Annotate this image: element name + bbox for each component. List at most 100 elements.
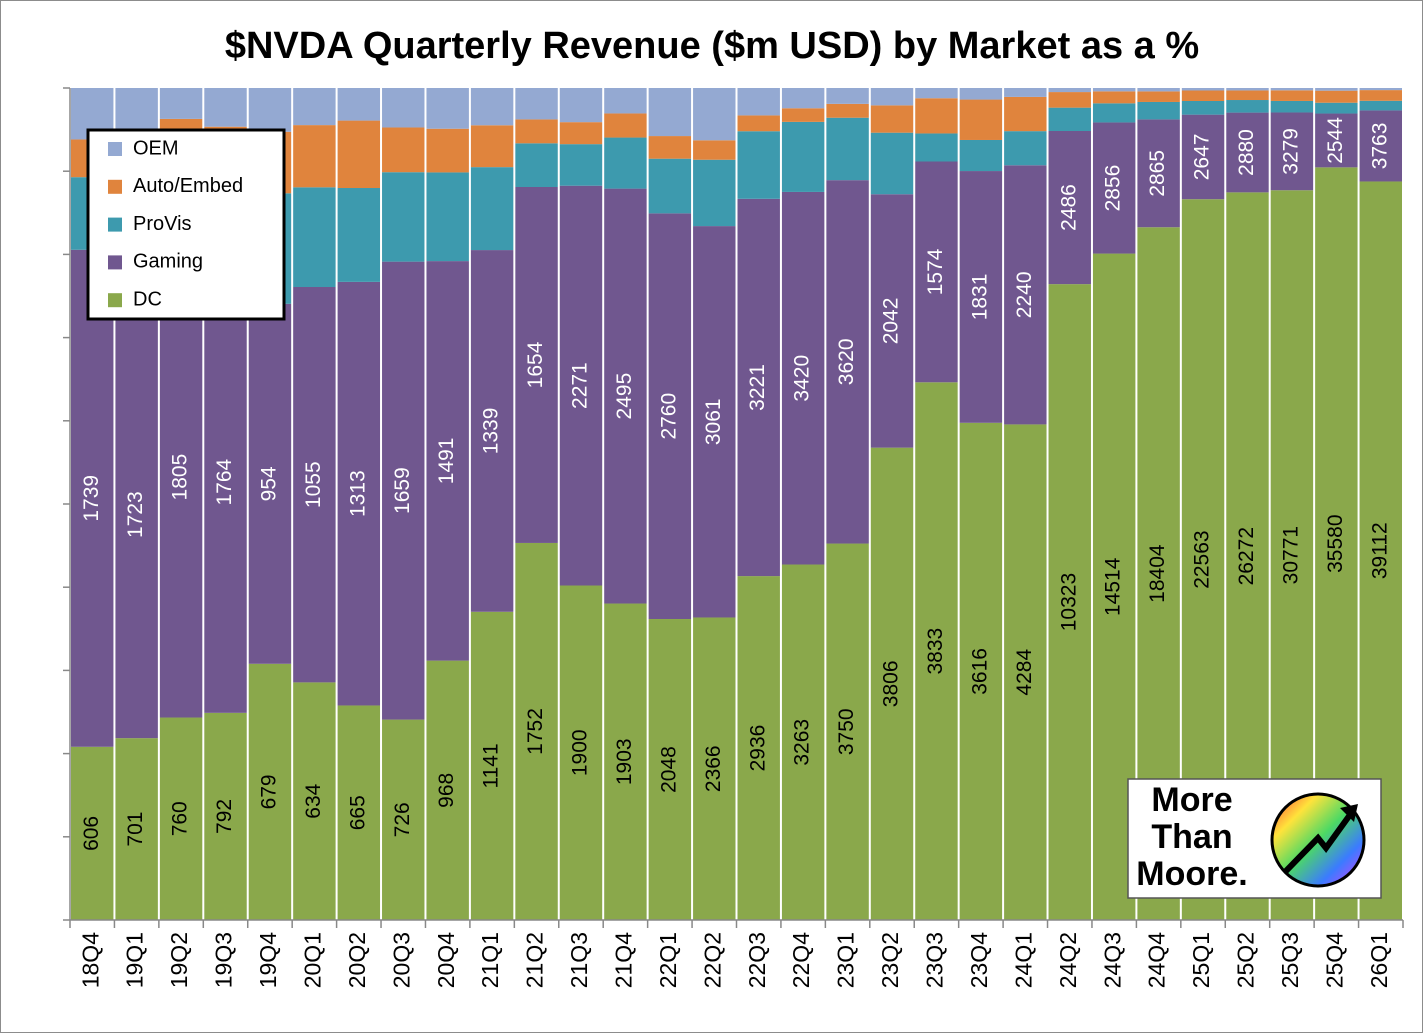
data-label: 3279 [1279,128,1302,175]
data-label: 1903 [613,738,636,785]
bar-segment [826,103,869,118]
bar-segment [870,194,914,448]
bar-segment [293,125,336,188]
data-label: 2880 [1235,129,1258,176]
bar-segment [870,447,914,920]
data-label: 792 [213,799,236,834]
x-tick-label: 19Q4 [255,932,281,988]
data-label: 760 [169,801,192,836]
bar-segment [959,171,1003,423]
x-tick-label: 21Q1 [477,932,503,988]
x-tick-label: 21Q3 [566,932,592,988]
data-label: 3061 [702,398,725,445]
data-label: 1055 [302,461,325,508]
data-label: 2271 [569,362,592,409]
bar-segment [781,564,825,920]
logo-arrow [1282,810,1355,875]
legend-label: DC [133,288,162,310]
data-label: 1339 [480,408,503,455]
bar-segment [1048,92,1091,108]
bar-segment [470,611,514,920]
bar-segment [1004,96,1047,132]
bar-segment [1092,88,1136,92]
bar-segment [959,88,1003,100]
legend-swatch [108,255,122,270]
data-label: 3763 [1368,123,1391,170]
bar-segment [293,88,336,126]
bar-segment [1092,122,1136,254]
bar-segment [426,128,469,173]
bar-segment [915,382,958,920]
data-label: 1313 [346,470,369,517]
x-tick-label: 20Q4 [433,932,459,988]
data-label: 14514 [1102,557,1125,616]
data-label: 726 [391,802,414,837]
x-tick-label: 24Q4 [1144,932,1170,988]
data-label: 2048 [657,746,680,793]
data-label: 35580 [1324,514,1347,572]
chart-title: $NVDA Quarterly Revenue ($m USD) by Mark… [225,25,1199,67]
bar-segment [1092,103,1136,123]
data-label: 3750 [835,708,858,755]
data-label: 2865 [1146,150,1169,197]
data-label: 18404 [1146,544,1169,603]
data-label: 1739 [80,475,103,522]
plot: 606 1739 18Q4 701 1723 19Q1 760 1805 19Q2 792 1764… [63,87,1404,988]
bar-segment [204,712,247,920]
legend-swatch [108,217,122,232]
bar-segment [781,108,825,122]
bar-segment [959,99,1003,140]
bar-segment [337,188,381,282]
bar-segment [1181,90,1225,102]
bar-segment [382,172,425,262]
data-label: 1659 [391,467,414,514]
x-tick-label: 22Q3 [744,932,770,988]
bar-segment [604,113,647,138]
bar-segment [337,705,381,920]
bar-segment [1137,88,1180,92]
bar-segment [693,159,736,227]
bar-segment [470,125,514,168]
bar-segment [915,88,958,99]
x-tick-label: 22Q4 [788,932,814,988]
bar-segment [959,139,1003,172]
data-label: 1654 [524,341,547,388]
bar-segment [337,281,381,706]
bar-segment [870,132,914,195]
bar-segment [1270,100,1314,113]
bar-segment [248,88,292,132]
data-label: 701 [124,812,147,847]
bar-segment [426,88,469,129]
bar-segment [781,121,825,192]
bar-segment [1359,90,1402,101]
bar-segment [1270,88,1314,91]
legend-swatch [108,142,122,156]
x-tick-label: 21Q4 [610,932,636,988]
data-label: 30771 [1279,526,1302,584]
data-label: 2495 [613,373,636,420]
x-tick-label: 19Q1 [122,932,148,988]
bar-segment [1137,101,1180,120]
bar-segment [248,303,292,664]
data-label: 1752 [524,708,547,755]
data-label: 2240 [1013,271,1036,318]
bar-segment [293,287,336,683]
data-label: 26272 [1235,527,1258,585]
bar-segment [337,120,381,189]
data-label: 3420 [791,355,814,402]
data-label: 2647 [1191,134,1214,181]
bar-segment [515,542,558,920]
bar-segment [515,88,558,120]
data-label: 679 [257,774,280,809]
data-label: 4284 [1013,649,1036,696]
bar-segment [559,122,603,145]
data-label: 1723 [124,491,147,538]
bar-segment [1048,130,1091,285]
legend: OEM Auto/Embed ProVis Gaming DC [86,128,286,321]
bar-segment [515,143,558,187]
bar-segment [1004,88,1047,97]
bar-segment [1048,88,1091,93]
data-label: 2042 [880,298,903,345]
bar-segment [426,172,469,262]
